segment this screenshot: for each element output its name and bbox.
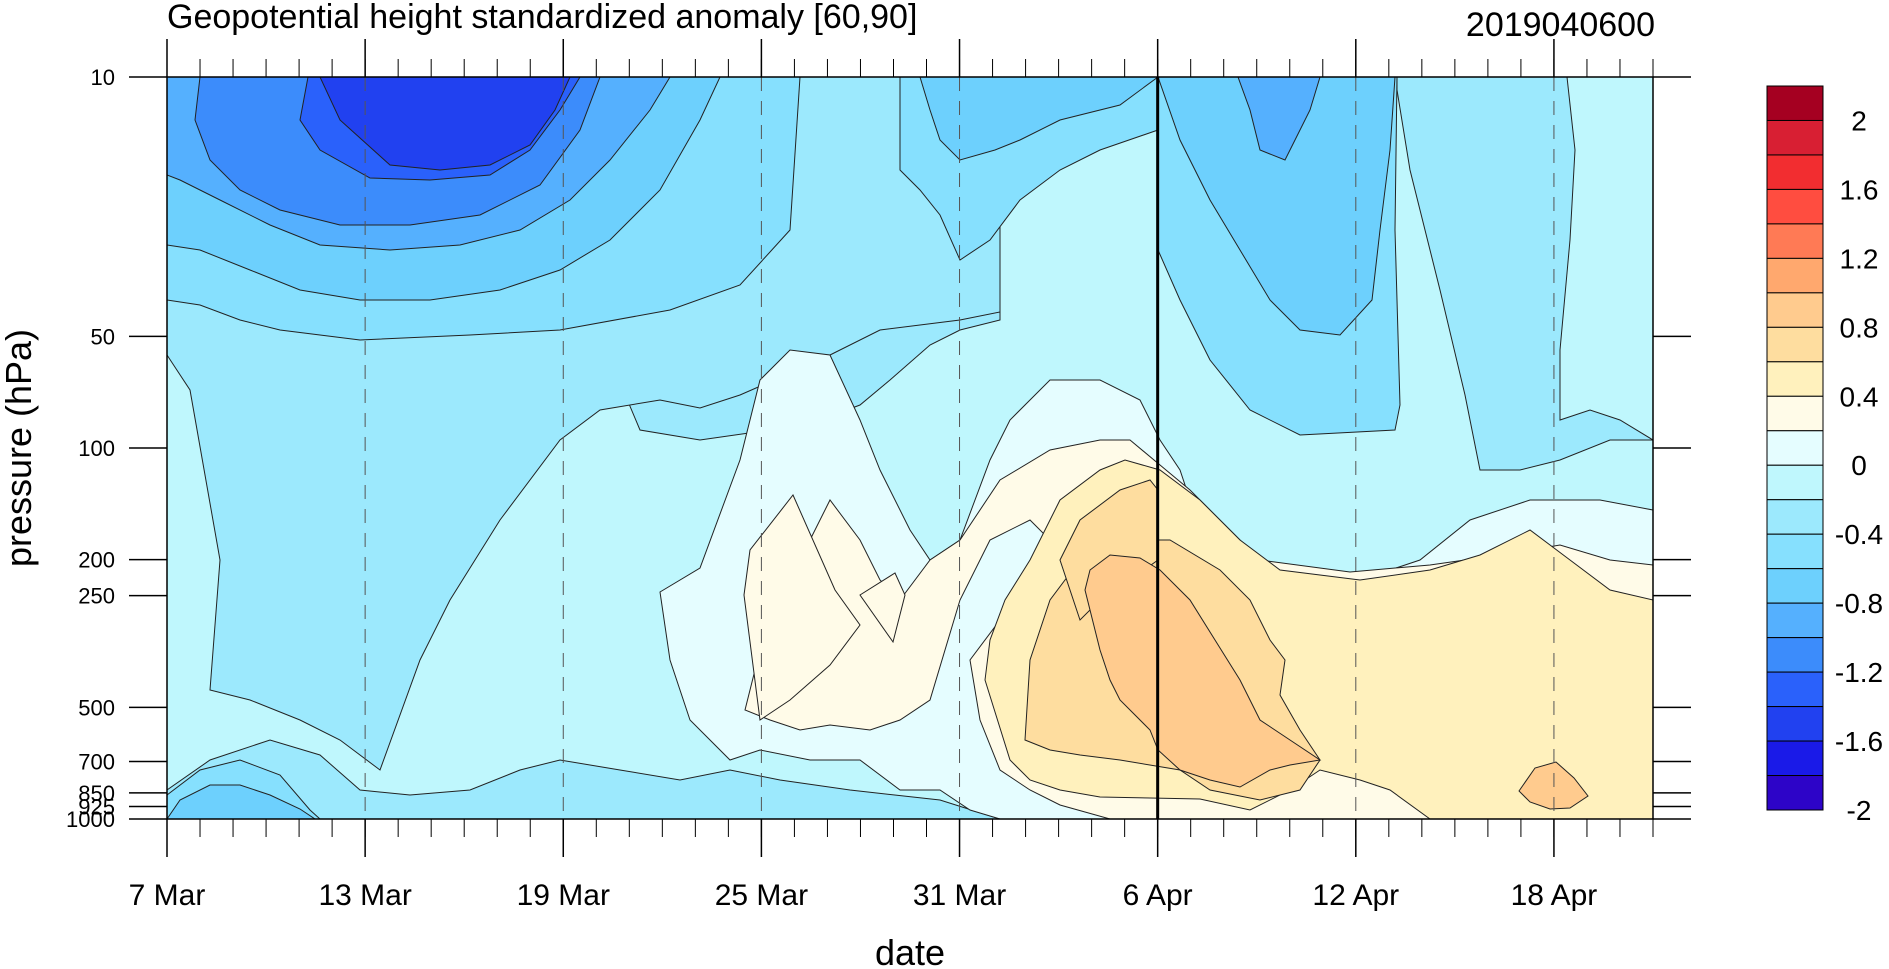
y-tick-label: 850 (78, 781, 115, 806)
y-tick-label: 100 (78, 436, 115, 461)
colorbar-swatch (1766, 568, 1824, 604)
colorbar-swatch (1766, 188, 1824, 225)
colorbar-label: -0.8 (1835, 588, 1883, 619)
contour-fills (167, 77, 1653, 819)
contour-region-neg06-bottom (167, 739, 1001, 819)
colorbar-swatch (1766, 602, 1824, 639)
colorbar-label: -1.2 (1835, 657, 1883, 688)
colorbar-swatch (1766, 775, 1824, 811)
chart-title: Geopotential height standardized anomaly… (167, 0, 917, 36)
y-tick-label: 10 (91, 65, 115, 90)
colorbar-swatch (1766, 154, 1824, 190)
contour-region-neg12-right (1237, 77, 1321, 161)
colorbar-swatch (1766, 671, 1824, 708)
chart-subtitle: 2019040600 (1466, 6, 1655, 44)
colorbar-label: 1.6 (1840, 174, 1879, 205)
colorbar-swatch (1766, 326, 1824, 363)
y-tick-label: 500 (78, 695, 115, 720)
contour-region-pos0-small (859, 572, 906, 644)
x-tick-label: 12 Apr (1312, 879, 1399, 912)
x-tick-label: 18 Apr (1511, 879, 1598, 912)
colorbar-swatch (1766, 223, 1824, 259)
y-ticks (129, 76, 1691, 820)
contour-region-neg18 (319, 77, 571, 171)
colorbar-label: 0.4 (1840, 381, 1879, 412)
colorbar-swatch (1766, 85, 1824, 121)
colorbar-label: 0 (1851, 450, 1867, 481)
contour-region-right-light (1559, 77, 1653, 441)
colorbar (1766, 85, 1824, 811)
y-tick-label: 700 (78, 750, 115, 775)
colorbar-label: -2 (1847, 795, 1872, 826)
contour-region-pos06-main (1084, 554, 1322, 788)
colorbar-swatch (1766, 499, 1824, 535)
colorbar-swatch (1766, 637, 1824, 673)
colorbar-label: 1.2 (1840, 243, 1879, 274)
colorbar-label: 0.8 (1840, 312, 1879, 343)
contour-region-neg10-right (1157, 77, 1396, 336)
colorbar-label: -1.6 (1835, 726, 1883, 757)
colorbar-label: 2 (1851, 105, 1867, 136)
colorbar-swatch (1766, 464, 1824, 501)
colorbar-swatch (1766, 395, 1824, 432)
colorbar-swatch (1766, 430, 1824, 466)
colorbar-swatch (1766, 706, 1824, 742)
contour-region-neg10-bottom (167, 784, 316, 819)
contour-region-neg10-mid (919, 77, 1159, 161)
colorbar-swatch (1766, 257, 1824, 294)
x-tick-label: 25 Mar (715, 879, 808, 912)
y-tick-label: 200 (78, 548, 115, 573)
contour-region-pos0-diamond (743, 494, 861, 721)
x-axis-title: date (875, 932, 945, 969)
y-tick-label: 250 (78, 584, 115, 609)
x-tick-label: 31 Mar (913, 879, 1006, 912)
y-tick-label: 925 (78, 794, 115, 819)
x-tick-label: 13 Mar (318, 879, 411, 912)
x-tick-labels: 7 Mar 13 Mar 19 Mar 25 Mar 31 Mar 6 Apr 12 Apr… (129, 879, 1598, 912)
x-tick-label: 7 Mar (129, 879, 206, 912)
y-axis-title: pressure (hPa) (0, 329, 39, 567)
colorbar-swatch (1766, 533, 1824, 570)
colorbar-swatch (1766, 292, 1824, 328)
colorbar-swatch (1766, 361, 1824, 397)
colorbar-label: -0.4 (1835, 519, 1883, 550)
y-tick-label: 50 (91, 324, 115, 349)
colorbar-labels: 2 1.6 1.2 0.8 0.4 0 -0.4 -0.8 -1.2 -1.6 -2 (1835, 105, 1883, 826)
colorbar-swatch (1766, 740, 1824, 777)
x-minor-ticks (166, 59, 1654, 837)
y-tick-label: 1000 (66, 807, 115, 832)
x-tick-label: 19 Mar (517, 879, 610, 912)
x-tick-label: 6 Apr (1123, 879, 1193, 912)
colorbar-swatch (1766, 119, 1824, 156)
